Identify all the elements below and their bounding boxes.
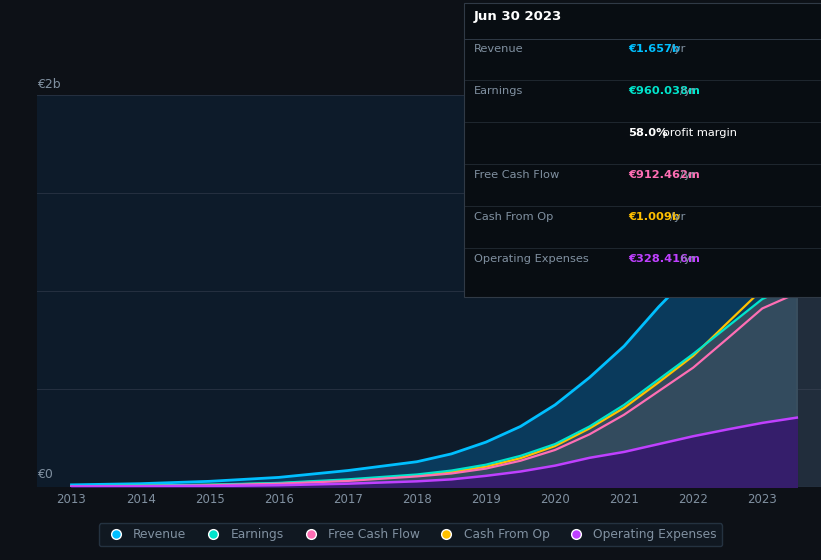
Legend: Revenue, Earnings, Free Cash Flow, Cash From Op, Operating Expenses: Revenue, Earnings, Free Cash Flow, Cash …: [99, 524, 722, 546]
Text: /yr: /yr: [680, 86, 695, 96]
Text: €0: €0: [37, 468, 53, 482]
Text: €960.038m: €960.038m: [628, 86, 700, 96]
Text: /yr: /yr: [669, 44, 685, 54]
Text: €2b: €2b: [37, 78, 61, 91]
Text: €328.416m: €328.416m: [628, 254, 700, 264]
Text: €1.009b: €1.009b: [628, 212, 680, 222]
Bar: [745, 95, 821, 487]
Text: /yr: /yr: [680, 170, 695, 180]
Text: Jun 30 2023: Jun 30 2023: [474, 10, 562, 22]
Text: profit margin: profit margin: [658, 128, 737, 138]
Text: Operating Expenses: Operating Expenses: [474, 254, 589, 264]
Text: €912.462m: €912.462m: [628, 170, 699, 180]
Text: Cash From Op: Cash From Op: [474, 212, 553, 222]
Text: Earnings: Earnings: [474, 86, 523, 96]
Text: €1.657b: €1.657b: [628, 44, 680, 54]
Text: /yr: /yr: [669, 212, 685, 222]
Text: Free Cash Flow: Free Cash Flow: [474, 170, 559, 180]
Text: 58.0%: 58.0%: [628, 128, 667, 138]
Text: /yr: /yr: [680, 254, 695, 264]
Text: Revenue: Revenue: [474, 44, 523, 54]
